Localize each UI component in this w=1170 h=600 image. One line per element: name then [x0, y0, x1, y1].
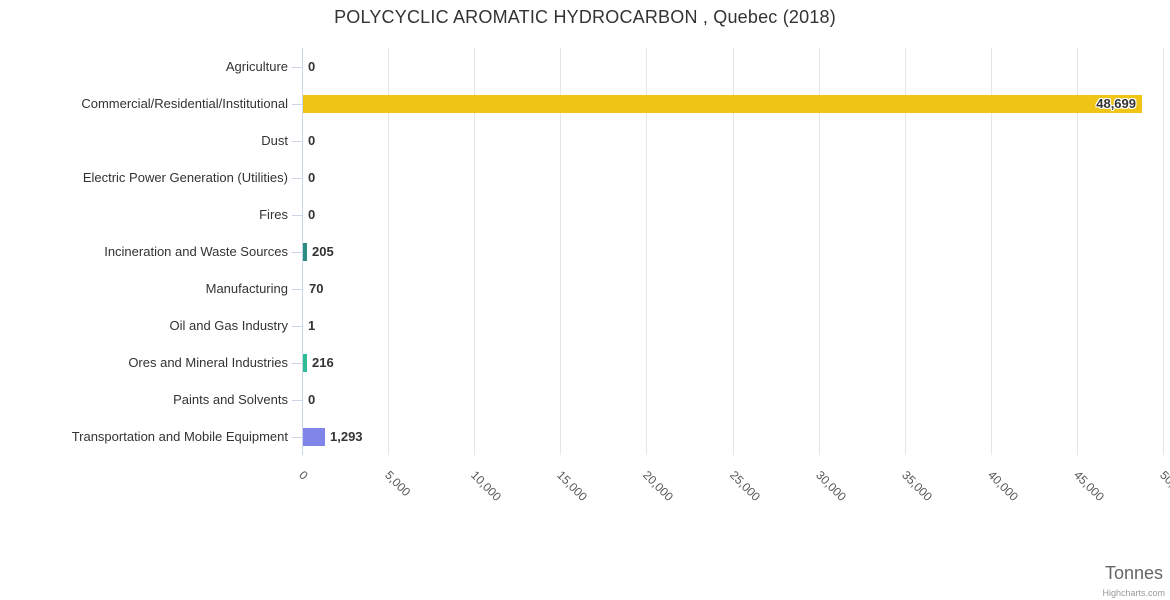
value-label-commercial-residential-institutional: 48,699 [1096, 95, 1136, 111]
category-label-oil-and-gas-industry: Oil and Gas Industry [169, 317, 289, 333]
category-label-paints-and-solvents: Paints and Solvents [173, 391, 288, 407]
category-label-manufacturing: Manufacturing [205, 280, 288, 296]
x-gridline [732, 48, 734, 455]
value-label-transportation-and-mobile-equipment: 1,293 [330, 428, 363, 444]
x-axis-tick-label: 50,000 [1157, 468, 1170, 504]
x-gridline [1076, 48, 1078, 455]
x-axis-tick-label: 25,000 [726, 468, 763, 504]
category-axis-line [302, 48, 303, 455]
chart-title: POLYCYCLIC AROMATIC HYDROCARBON , Quebec… [334, 7, 836, 27]
category-tick [292, 66, 302, 68]
bar-ores-and-mineral-industries[interactable] [303, 353, 307, 372]
x-axis-tick-label: 0 [296, 468, 311, 483]
category-label-dust: Dust [261, 132, 288, 148]
x-axis-tick-label: 20,000 [640, 468, 677, 504]
category-tick [292, 436, 302, 438]
category-label-ores-and-mineral-industries: Ores and Mineral Industries [128, 354, 288, 370]
x-axis-tick-label: 45,000 [1070, 468, 1107, 504]
category-tick [292, 399, 302, 401]
x-gridline [818, 48, 820, 455]
x-axis-tick-label: 5,000 [382, 468, 414, 500]
category-label-agriculture: Agriculture [225, 58, 288, 74]
value-label-agriculture: 0 [308, 58, 316, 74]
x-axis-tick-label: 30,000 [812, 468, 849, 504]
category-tick [292, 103, 302, 105]
category-tick [292, 177, 302, 179]
value-label-electric-power-generation-utilities: 0 [308, 169, 316, 185]
x-gridline [474, 48, 476, 455]
x-gridline [388, 48, 390, 455]
value-label-manufacturing: 70 [309, 280, 324, 296]
value-label-dust: 0 [308, 132, 316, 148]
value-label-fires: 0 [308, 206, 316, 222]
category-label-fires: Fires [259, 206, 288, 222]
value-label-ores-and-mineral-industries: 216 [312, 354, 334, 370]
category-tick [292, 362, 302, 364]
category-label-incineration-and-waste-sources: Incineration and Waste Sources [104, 243, 288, 259]
x-gridline [646, 48, 648, 455]
bar-transportation-and-mobile-equipment[interactable] [303, 427, 325, 446]
x-gridline [1163, 48, 1164, 455]
bar-commercial-residential-institutional[interactable] [303, 94, 1142, 113]
category-tick [292, 214, 302, 216]
category-label-electric-power-generation-utilities: Electric Power Generation (Utilities) [82, 169, 288, 185]
x-gridline [560, 48, 562, 455]
x-axis-tick-label: 15,000 [554, 468, 591, 504]
x-axis-tick-label: 10,000 [468, 468, 505, 504]
category-label-transportation-and-mobile-equipment: Transportation and Mobile Equipment [71, 428, 288, 444]
value-label-paints-and-solvents: 0 [308, 391, 316, 407]
highcharts-credits-link[interactable]: Highcharts.com [1102, 588, 1165, 598]
category-label-commercial-residential-institutional: Commercial/Residential/Institutional [81, 95, 288, 111]
category-tick [292, 251, 302, 253]
x-axis-unit-label: Tonnes [1104, 563, 1163, 583]
category-tick [292, 140, 302, 142]
value-label-incineration-and-waste-sources: 205 [312, 243, 334, 259]
x-gridline [990, 48, 992, 455]
category-tick [292, 325, 302, 327]
bar-incineration-and-waste-sources[interactable] [303, 242, 307, 261]
x-axis-tick-label: 35,000 [898, 468, 935, 504]
x-gridline [904, 48, 906, 455]
category-tick [292, 288, 302, 290]
x-axis-tick-label: 40,000 [984, 468, 1021, 504]
value-label-oil-and-gas-industry: 1 [308, 317, 316, 333]
